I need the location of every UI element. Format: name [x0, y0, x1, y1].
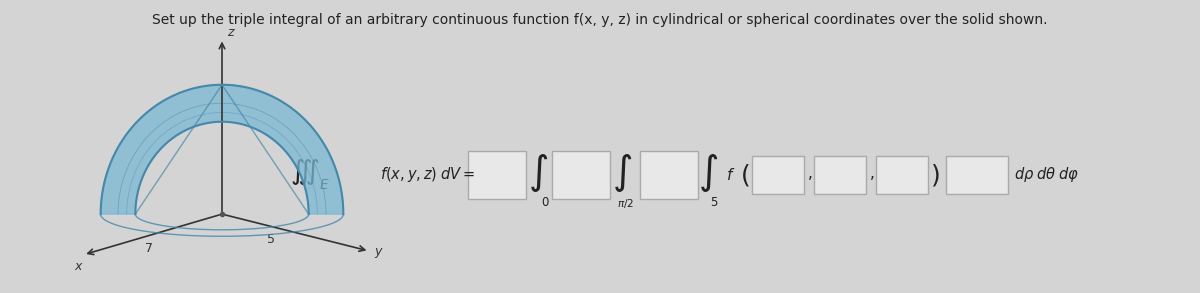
Text: $f(x, y, z)\;dV =$: $f(x, y, z)\;dV =$ — [380, 166, 475, 185]
Text: $f$: $f$ — [726, 167, 736, 183]
FancyBboxPatch shape — [640, 151, 698, 199]
Text: $\iiint_E$: $\iiint_E$ — [290, 158, 330, 192]
FancyBboxPatch shape — [552, 151, 610, 199]
Polygon shape — [101, 85, 343, 214]
Text: $\int$: $\int$ — [528, 152, 548, 194]
Text: $\int$: $\int$ — [612, 152, 632, 194]
FancyBboxPatch shape — [752, 156, 804, 194]
Text: $,$: $,$ — [808, 168, 812, 183]
Text: $d\rho\;d\theta\;d\varphi$: $d\rho\;d\theta\;d\varphi$ — [1014, 166, 1080, 185]
Text: 7: 7 — [145, 242, 154, 255]
Text: $5$: $5$ — [710, 197, 719, 209]
Text: $0$: $0$ — [541, 197, 550, 209]
FancyBboxPatch shape — [814, 156, 866, 194]
Text: $\int$: $\int$ — [698, 152, 718, 194]
Text: x: x — [74, 260, 82, 273]
Text: Set up the triple integral of an arbitrary continuous function f(x, y, z) in cyl: Set up the triple integral of an arbitra… — [152, 13, 1048, 27]
Text: y: y — [374, 245, 382, 258]
Text: $,$: $,$ — [869, 168, 875, 183]
Text: $\pi/2$: $\pi/2$ — [617, 197, 634, 209]
Text: $)$: $)$ — [930, 162, 940, 188]
FancyBboxPatch shape — [946, 156, 1008, 194]
FancyBboxPatch shape — [468, 151, 526, 199]
Text: z: z — [227, 25, 234, 39]
FancyBboxPatch shape — [876, 156, 928, 194]
Text: 5: 5 — [266, 233, 275, 246]
Text: $($: $($ — [740, 162, 750, 188]
